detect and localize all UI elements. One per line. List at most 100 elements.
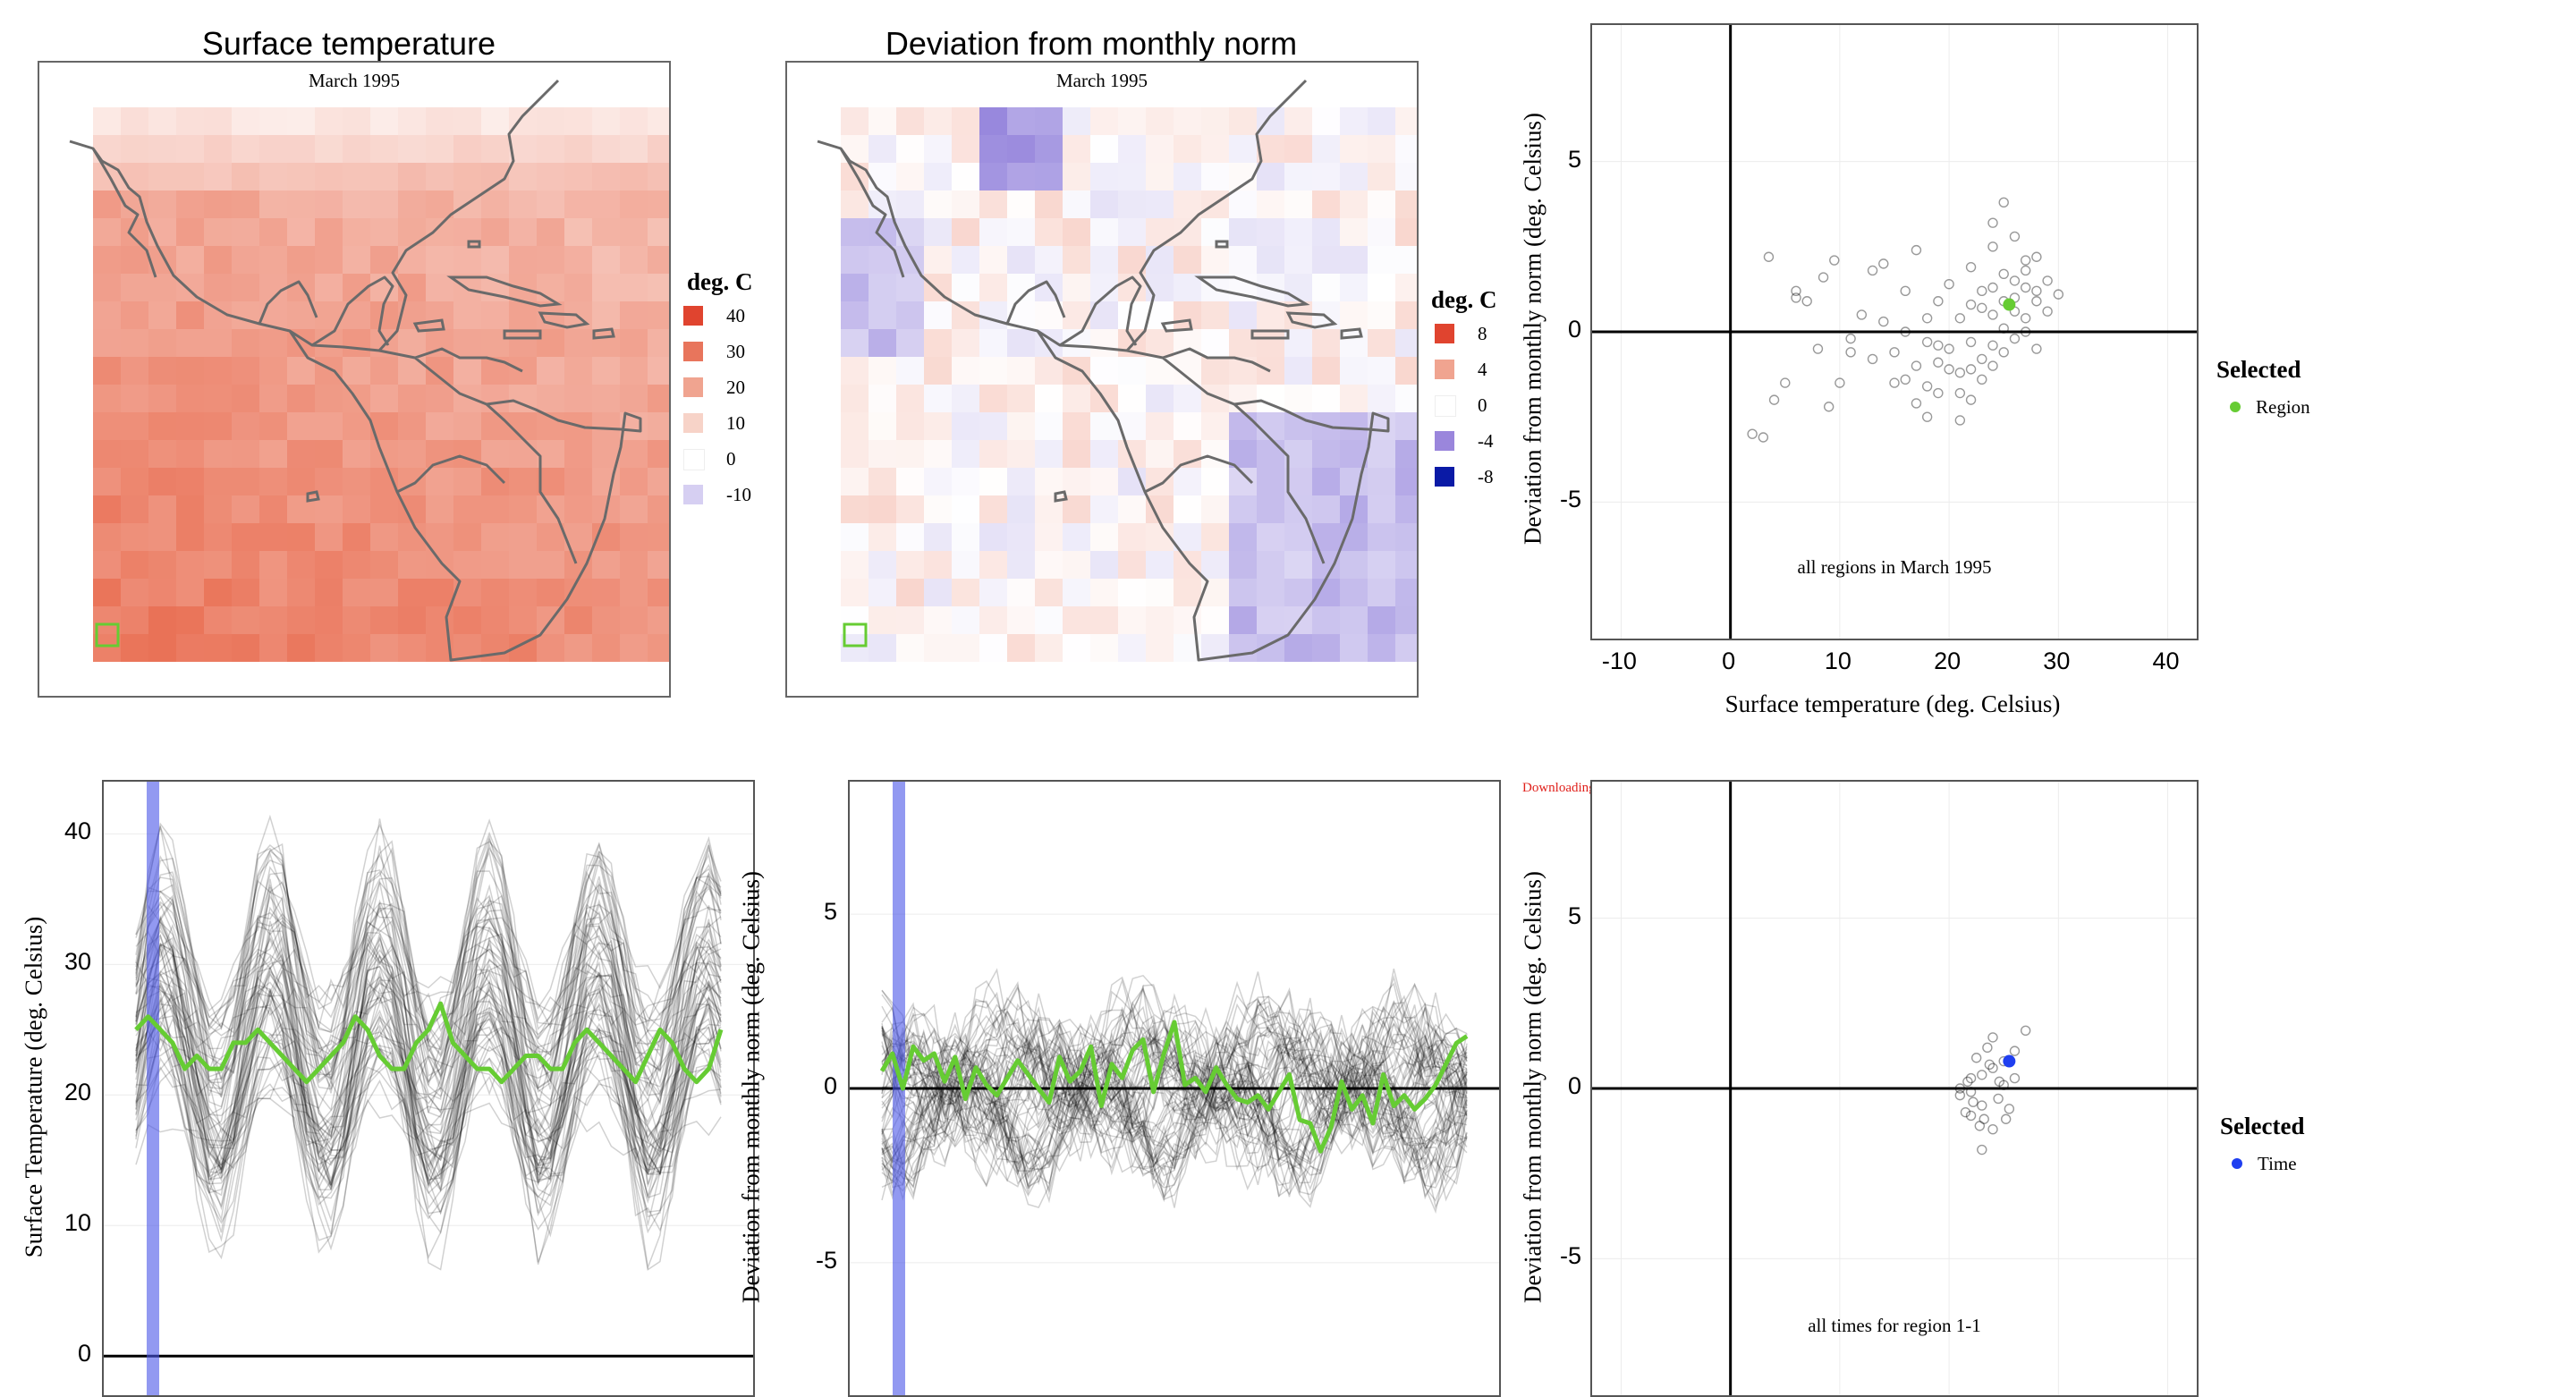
heat-cell [1257,190,1284,218]
scatter-regions-panel[interactable]: all regions in March 1995 [1590,23,2199,640]
selected-region-box [843,622,868,648]
coastline [817,79,1390,662]
heat-cell [204,190,232,218]
heat-cell [426,495,453,523]
heat-cell [896,357,924,385]
heat-cell [1035,606,1063,634]
heat-cell [204,385,232,412]
ensemble-line [135,1003,722,1271]
heat-cell [148,579,176,606]
heat-cell [1201,579,1229,606]
heat-cell [176,579,204,606]
heat-cell [453,412,481,440]
deviation-map[interactable]: March 1995 [785,61,1419,698]
heat-cell [509,190,537,218]
heat-cell [1118,107,1146,135]
heat-cell [232,440,259,468]
legend-label: 10 [726,412,745,434]
heat-cell [232,579,259,606]
heat-cell [148,329,176,357]
ts-temperature-panel[interactable] [102,780,755,1397]
heat-cell [121,468,148,495]
scatter-point [1921,336,1933,348]
ensemble-line [135,871,722,1139]
temperature-heatmap[interactable] [39,63,669,696]
heat-cell [924,190,952,218]
heat-cell [1090,468,1118,495]
deviation-heatmap[interactable] [787,63,1417,696]
heat-cell [896,329,924,357]
heat-cell [1312,163,1340,190]
ensemble-line [135,974,722,1180]
heat-cell [1035,190,1063,218]
heat-cell [592,218,620,246]
scatter-point [1979,1113,1989,1124]
scatter-point [1933,340,1944,351]
scatter-times-plot[interactable] [1592,782,2197,1395]
temperature-map[interactable]: March 1995 [38,61,671,698]
heat-cell [1229,412,1257,440]
heat-cell [204,412,232,440]
heat-cell [204,357,232,385]
heat-cell [315,218,343,246]
heat-cell [93,163,121,190]
heat-cell [398,163,426,190]
heat-cell [979,163,1007,190]
heat-cell [841,274,869,301]
heat-cell [924,357,952,385]
scatter-point [2009,275,2021,286]
scatter-point [1758,432,1769,443]
heat-cell [148,440,176,468]
heat-cell [648,218,669,246]
heat-cell [1340,135,1368,163]
scatter-point [1801,296,1812,307]
heat-cell [1201,246,1229,274]
heat-cell [398,329,426,357]
heat-cell [952,274,979,301]
ts-deviation-plot[interactable] [850,782,1499,1395]
scatter-point [1911,244,1922,256]
heat-cell [1257,107,1284,135]
legend-swatch [1435,360,1454,379]
heat-cell [924,634,952,662]
heat-cell [398,246,426,274]
heat-cell [370,357,398,385]
heat-cell [453,163,481,190]
heat-cell [1284,551,1312,579]
heat-cell [121,606,148,634]
legend-swatch [1435,431,1454,451]
heat-cell [287,385,315,412]
heat-cell [315,107,343,135]
heat-cell [176,440,204,468]
ts-temperature-plot[interactable] [104,782,753,1395]
heat-cell [1118,634,1146,662]
heat-cell [952,218,979,246]
heat-cell [979,412,1007,440]
ensemble-line [881,1000,1468,1137]
heat-cell [1257,551,1284,579]
ts-deviation-panel[interactable] [848,780,1501,1397]
heat-cell [1312,274,1340,301]
heat-cell [1063,274,1090,301]
scatter-point [1780,377,1791,388]
heat-cell [979,274,1007,301]
heat-cell [509,107,537,135]
heat-cell [93,551,121,579]
ensemble-line [135,818,722,1097]
scatter-times-panel[interactable]: all times for region 1-1 [1590,780,2199,1397]
heat-cell [1063,163,1090,190]
heat-cell [1063,107,1090,135]
heat-cell [1340,412,1368,440]
heat-cell [869,551,896,579]
heat-cell [1035,412,1063,440]
ensemble-line [881,1024,1468,1125]
scatter-point [1987,241,1998,252]
scatter-point [1867,265,1878,276]
heat-cell [1035,135,1063,163]
scatter-regions-plot[interactable] [1592,25,2197,639]
heat-cell [1201,357,1229,385]
heat-cell [1174,301,1201,329]
heat-cell [1201,385,1229,412]
heat-cell [896,468,924,495]
heat-cell [1174,246,1201,274]
